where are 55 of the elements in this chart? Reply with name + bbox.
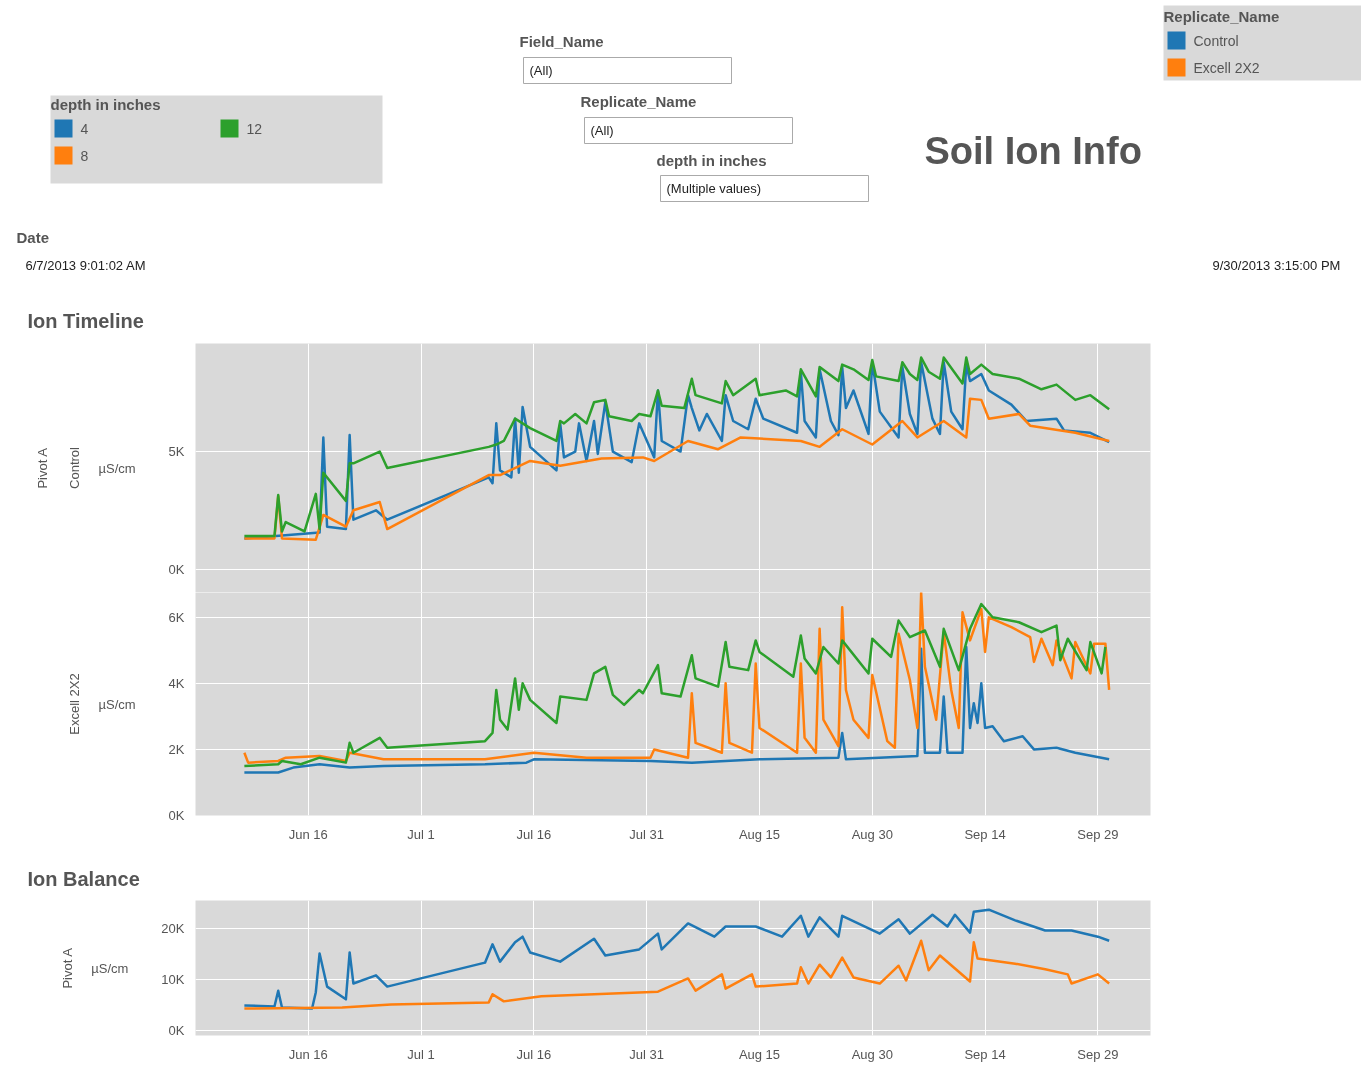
text: (All)	[529, 63, 553, 78]
line-series	[243, 397, 1111, 541]
line-series	[243, 908, 1111, 1010]
text: Pivot A	[34, 447, 50, 489]
text: (All)	[590, 123, 614, 138]
chart-title: Ion Timeline	[27, 309, 144, 332]
y-tick-label: 20K	[161, 921, 185, 937]
text: Date	[16, 229, 50, 246]
chart-title: Ion Balance	[27, 867, 140, 890]
y-axis-title: µS/cm	[91, 960, 129, 976]
text: Soil Ion Info	[924, 129, 1142, 172]
y-axis-title: µS/cm	[98, 696, 136, 712]
x-tick-label: Sep 14	[964, 1046, 1006, 1062]
x-tick-label: Aug 15	[738, 826, 781, 842]
legend-title: depth in inches	[50, 96, 161, 113]
legend-label: 8	[80, 147, 89, 164]
legend-label: 12	[246, 120, 263, 137]
legend-title: Replicate_Name	[1163, 8, 1280, 25]
y-tick-label: 0K	[168, 1022, 185, 1038]
y-tick-label: 0K	[168, 808, 185, 823]
text: Excell 2X2	[66, 673, 82, 735]
y-tick-label: 2K	[168, 741, 185, 757]
x-tick-label: Aug 15	[738, 1046, 781, 1062]
x-tick-label: Jul 31	[629, 826, 665, 842]
x-tick-label: Aug 30	[851, 1046, 893, 1062]
text: Control	[66, 446, 82, 489]
text: Pivot A	[59, 947, 75, 989]
y-tick-label: 4K	[168, 675, 185, 691]
text: 9/30/2013 3:15:00 PM	[1212, 258, 1341, 273]
text: depth in inches	[656, 152, 767, 169]
x-tick-label: Aug 30	[851, 826, 893, 842]
text: Replicate_Name	[580, 93, 697, 110]
x-tick-label: Jul 16	[516, 826, 552, 842]
x-tick-label: Jun 16	[288, 826, 328, 842]
text: 6/7/2013 9:01:02 AM	[25, 258, 146, 273]
y-tick-label: 6K	[168, 609, 185, 625]
x-tick-label: Jul 1	[407, 826, 435, 842]
text: Field_Name	[519, 33, 604, 50]
line-series	[243, 939, 1111, 1010]
legend-label: 4	[80, 120, 89, 137]
text: (Multiple values)	[666, 181, 762, 196]
legend-label: Excell 2X2	[1193, 59, 1260, 76]
y-tick-label: 10K	[161, 971, 185, 987]
y-tick-label: 5K	[168, 444, 185, 460]
x-tick-label: Sep 14	[964, 826, 1006, 842]
x-tick-label: Jun 16	[288, 1046, 328, 1062]
x-tick-label: Jul 31	[629, 1046, 665, 1062]
x-tick-label: Sep 29	[1077, 1046, 1119, 1062]
x-tick-label: Jul 1	[407, 1046, 435, 1062]
legend-label: Control	[1193, 32, 1239, 49]
y-axis-title: µS/cm	[98, 460, 136, 476]
line-series	[243, 645, 1111, 774]
x-tick-label: Sep 29	[1077, 826, 1119, 842]
x-tick-label: Jul 16	[516, 1046, 552, 1062]
y-tick-label: 0K	[168, 561, 185, 577]
